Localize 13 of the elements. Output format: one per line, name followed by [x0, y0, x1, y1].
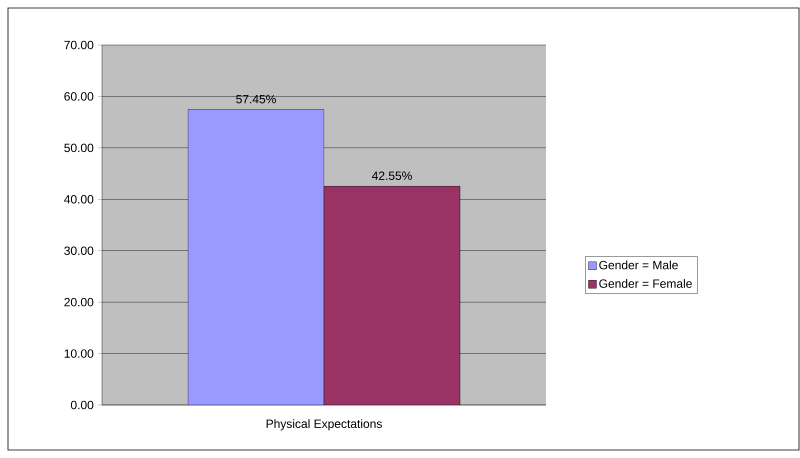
y-tick-label: 30.00 — [64, 246, 94, 255]
y-tick-label: 20.00 — [64, 298, 94, 306]
legend-label: Gender = Female — [599, 279, 692, 288]
legend-label: Gender = Male — [599, 260, 678, 270]
y-tick-label: 60.00 — [64, 92, 94, 101]
y-tick-label: 10.00 — [64, 349, 94, 358]
data-label: 57.45% — [236, 94, 276, 104]
x-tick-label: Physical Expectations — [266, 419, 382, 430]
y-tick-label: 40.00 — [64, 195, 94, 204]
y-tick-label: 0.00 — [70, 400, 94, 410]
y-tick-label: 70.00 — [64, 40, 94, 50]
y-tick-label: 50.00 — [64, 144, 94, 152]
data-label: 42.55% — [372, 171, 412, 180]
